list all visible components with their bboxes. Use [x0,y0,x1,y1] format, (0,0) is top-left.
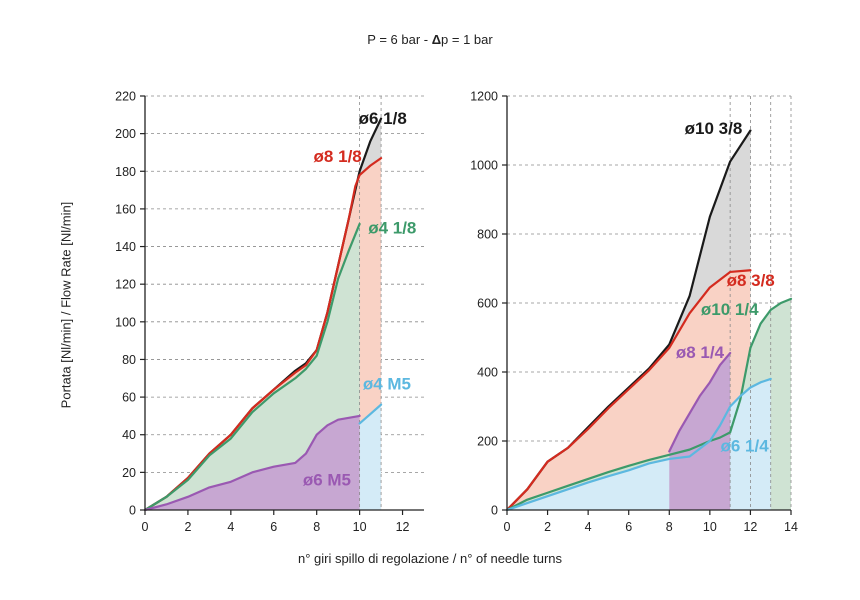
y-tick-label: 220 [115,90,136,104]
y-tick-label: 0 [491,504,498,518]
series-label: ø4 M5 [363,375,411,394]
x-tick-label: 2 [184,520,191,534]
series-line [668,351,732,453]
x-tick-label: 0 [504,520,511,534]
x-tick-label: 8 [313,520,320,534]
series-line [143,414,361,512]
y-tick-label: 400 [477,366,498,380]
x-tick-label: 4 [585,520,592,534]
x-axis-label: n° giri spillo di regolazione / n° of ne… [297,551,563,566]
series-label: ø6 1/4 [720,436,769,455]
series-area [145,415,360,510]
y-tick-label: 20 [122,466,136,480]
series-line [505,377,772,512]
y-tick-label: 40 [122,428,136,442]
series-label: ø8 3/8 [727,271,775,290]
x-tick-label: 12 [743,520,757,534]
series-label: ø10 3/8 [685,119,743,138]
x-tick-label: 0 [142,520,149,534]
y-tick-label: 600 [477,297,498,311]
series-label: ø8 1/8 [314,147,362,166]
series-line [143,222,361,512]
x-tick-label: 6 [625,520,632,534]
series-line [505,297,793,512]
y-tick-label: 140 [115,240,136,254]
series-label: ø10 1/4 [701,300,759,319]
series-label: ø6 M5 [303,471,351,490]
x-tick-label: 6 [270,520,277,534]
y-tick-label: 80 [122,353,136,367]
y-tick-label: 160 [115,202,136,216]
chart-panel-2: 0 200 400 600 800 1000 1200 0 2 4 6 8 10 12 14 ø10 3/8 ø… [470,90,798,535]
y-tick-label: 120 [115,278,136,292]
y-tick-label: 180 [115,165,136,179]
series-line [143,157,383,512]
chart-title: P = 6 bar - Δp = 1 bar [0,32,860,47]
title-delta-rest: p = 1 bar [441,32,493,47]
x-tick-label: 8 [666,520,673,534]
title-pressure: P = 6 bar - [367,32,432,47]
series-line [358,403,383,425]
y-tick-label: 0 [129,504,136,518]
y-tick-label: 200 [115,127,136,141]
x-tick-label: 2 [544,520,551,534]
x-tick-label: 12 [396,520,410,534]
series-area [669,353,731,510]
series-line [505,269,752,512]
y-tick-label: 1000 [470,159,498,173]
x-tick-label: 10 [703,520,717,534]
series-area [145,223,360,511]
series-area [359,404,382,510]
y-tick-label: 60 [122,391,136,405]
title-delta-symbol: Δ [431,32,442,47]
y-tick-label: 1200 [470,90,498,104]
y-tick-label: 200 [477,435,498,449]
y-tick-label: 100 [115,315,136,329]
series-label: ø8 1/4 [676,343,725,362]
x-tick-label: 4 [227,520,234,534]
series-label: ø6 1/8 [359,109,407,128]
y-tick-label: 800 [477,228,498,242]
x-tick-label: 14 [784,520,798,534]
chart-panel-1: 0 20 40 60 80 100 120 140 160 180 200 220 0 2 4 6 8 10 12 ø… [115,90,424,534]
series-label: ø4 1/8 [368,218,416,237]
x-tick-label: 10 [353,520,367,534]
